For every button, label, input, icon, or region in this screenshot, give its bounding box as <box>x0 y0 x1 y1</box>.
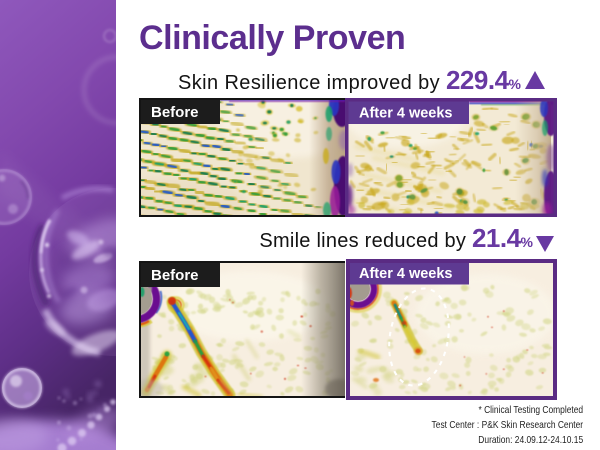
svg-text:After 4 weeks: After 4 weeks <box>359 266 453 282</box>
svg-text:Before: Before <box>151 104 199 121</box>
svg-text:After 4 weeks: After 4 weeks <box>359 106 453 122</box>
svg-text:Before: Before <box>151 267 199 284</box>
